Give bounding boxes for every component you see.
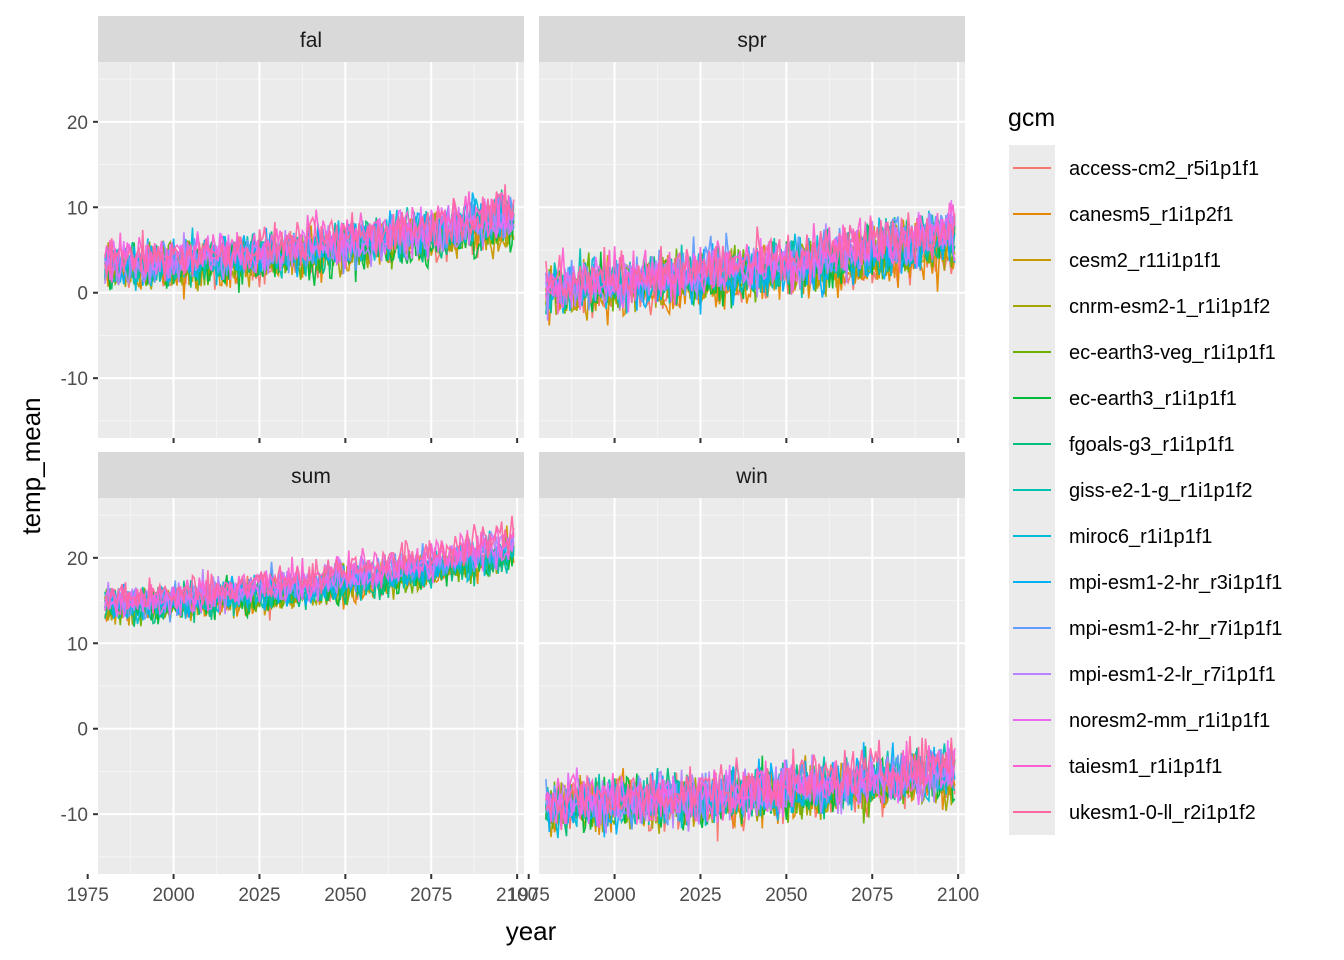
legend-item-mpi-esm1-2-lr_r7i1p1f1: mpi-esm1-2-lr_r7i1p1f1 xyxy=(1009,651,1276,697)
legend-label: cnrm-esm2-1_r1i1p1f2 xyxy=(1069,296,1270,318)
y-tick-label: -10 xyxy=(61,369,88,390)
x-tick-label: 2050 xyxy=(324,885,366,906)
series-line-taiesm1_r1i1p1f1 xyxy=(545,202,956,315)
series-line-ukesm1-0-ll_r2i1p1f2 xyxy=(545,212,956,304)
legend-item-miroc6_r1i1p1f1: miroc6_r1i1p1f1 xyxy=(1009,513,1212,559)
legend-item-giss-e2-1-g_r1i1p1f2: giss-e2-1-g_r1i1p1f2 xyxy=(1009,467,1252,513)
strip-win xyxy=(539,452,965,498)
x-tick-label: 1975 xyxy=(508,885,550,906)
series-line-ukesm1-0-ll_r2i1p1f2 xyxy=(104,184,515,282)
strip-sum xyxy=(98,452,524,498)
strip-label-win: win xyxy=(735,465,768,488)
facet-panels: fal spr sum win xyxy=(98,16,965,874)
legend-item-noresm2-mm_r1i1p1f1: noresm2-mm_r1i1p1f1 xyxy=(1009,697,1270,743)
legend-label: noresm2-mm_r1i1p1f1 xyxy=(1069,710,1270,732)
legend-item-ec-earth3-veg_r1i1p1f1: ec-earth3-veg_r1i1p1f1 xyxy=(1009,329,1276,375)
x-tick-label: 1975 xyxy=(67,885,109,906)
y-tick-label: 0 xyxy=(77,284,88,305)
y-tick-label: 20 xyxy=(67,549,88,570)
x-tick-label: 2100 xyxy=(496,885,538,906)
panel-spr: spr xyxy=(539,16,965,438)
legend-label: ec-earth3-veg_r1i1p1f1 xyxy=(1069,342,1276,364)
y-tick-label: 10 xyxy=(67,198,88,219)
legend-label: cesm2_r11i1p1f1 xyxy=(1069,250,1221,272)
legend-item-ec-earth3_r1i1p1f1: ec-earth3_r1i1p1f1 xyxy=(1009,375,1237,421)
legend-title: gcm xyxy=(1008,104,1055,132)
series-line-noresm2-mm_r1i1p1f1 xyxy=(545,200,956,313)
y-tick-label: 0 xyxy=(77,720,88,741)
series-lines-sum xyxy=(104,515,515,627)
legend-label: taiesm1_r1i1p1f1 xyxy=(1069,756,1222,778)
x-tick-label: 2100 xyxy=(937,885,979,906)
legend-item-mpi-esm1-2-hr_r7i1p1f1: mpi-esm1-2-hr_r7i1p1f1 xyxy=(1009,605,1282,651)
legend-item-cesm2_r11i1p1f1: cesm2_r11i1p1f1 xyxy=(1009,237,1221,283)
y-axis-title: temp_mean xyxy=(16,397,46,534)
strip-spr xyxy=(539,16,965,62)
x-tick-label: 2075 xyxy=(851,885,893,906)
series-line-ukesm1-0-ll_r2i1p1f2 xyxy=(545,736,956,820)
panel-sum: sum xyxy=(98,452,524,874)
legend-item-ukesm1-0-ll_r2i1p1f2: ukesm1-0-ll_r2i1p1f2 xyxy=(1009,789,1256,835)
legend-item-taiesm1_r1i1p1f1: taiesm1_r1i1p1f1 xyxy=(1009,743,1222,789)
panel-fal: fal xyxy=(98,16,524,438)
axes: -10 0 10 20 -10 0 10 20 1975 2000 2025 2050 2075 2100… xyxy=(61,113,980,906)
panel-win: win xyxy=(539,452,965,874)
x-tick-label: 2025 xyxy=(238,885,280,906)
strip-label-spr: spr xyxy=(737,29,766,52)
x-tick-label: 2050 xyxy=(765,885,807,906)
y-tick-label: 20 xyxy=(67,113,88,134)
series-lines-spr xyxy=(545,200,956,326)
legend-label: mpi-esm1-2-hr_r7i1p1f1 xyxy=(1069,618,1282,640)
legend-label: mpi-esm1-2-hr_r3i1p1f1 xyxy=(1069,572,1282,594)
legend-label: fgoals-g3_r1i1p1f1 xyxy=(1069,434,1235,456)
legend-item-cnrm-esm2-1_r1i1p1f2: cnrm-esm2-1_r1i1p1f2 xyxy=(1009,283,1270,329)
legend: gcm access-cm2_r5i1p1f1 canesm5_r1i1p2f1ce… xyxy=(1008,104,1282,835)
legend-item-access-cm2_r5i1p1f1: access-cm2_r5i1p1f1 xyxy=(1009,145,1259,191)
strip-fal xyxy=(98,16,524,62)
series-lines-win xyxy=(545,736,956,842)
x-tick-label: 2025 xyxy=(679,885,721,906)
series-line-ukesm1-0-ll_r2i1p1f2 xyxy=(104,515,515,611)
legend-item-fgoals-g3_r1i1p1f1: fgoals-g3_r1i1p1f1 xyxy=(1009,421,1235,467)
strip-label-sum: sum xyxy=(291,465,331,488)
series-lines-fal xyxy=(104,184,515,300)
series-line-taiesm1_r1i1p1f1 xyxy=(545,740,956,830)
legend-item-mpi-esm1-2-hr_r3i1p1f1: mpi-esm1-2-hr_r3i1p1f1 xyxy=(1009,559,1282,605)
x-axis-title: year xyxy=(506,916,557,946)
x-tick-label: 2000 xyxy=(152,885,194,906)
x-tick-label: 2000 xyxy=(593,885,635,906)
strip-label-fal: fal xyxy=(300,29,322,52)
legend-item-canesm5_r1i1p2f1: canesm5_r1i1p2f1 xyxy=(1009,191,1234,237)
legend-label: miroc6_r1i1p1f1 xyxy=(1069,526,1212,548)
y-tick-label: 10 xyxy=(67,634,88,655)
legend-label: ec-earth3_r1i1p1f1 xyxy=(1069,388,1237,410)
legend-label: access-cm2_r5i1p1f1 xyxy=(1069,158,1259,180)
legend-label: ukesm1-0-ll_r2i1p1f2 xyxy=(1069,802,1256,824)
x-tick-label: 2075 xyxy=(410,885,452,906)
y-tick-label: -10 xyxy=(61,805,88,826)
legend-label: canesm5_r1i1p2f1 xyxy=(1069,204,1234,226)
legend-label: giss-e2-1-g_r1i1p1f2 xyxy=(1069,480,1252,502)
legend-label: mpi-esm1-2-lr_r7i1p1f1 xyxy=(1069,664,1276,686)
